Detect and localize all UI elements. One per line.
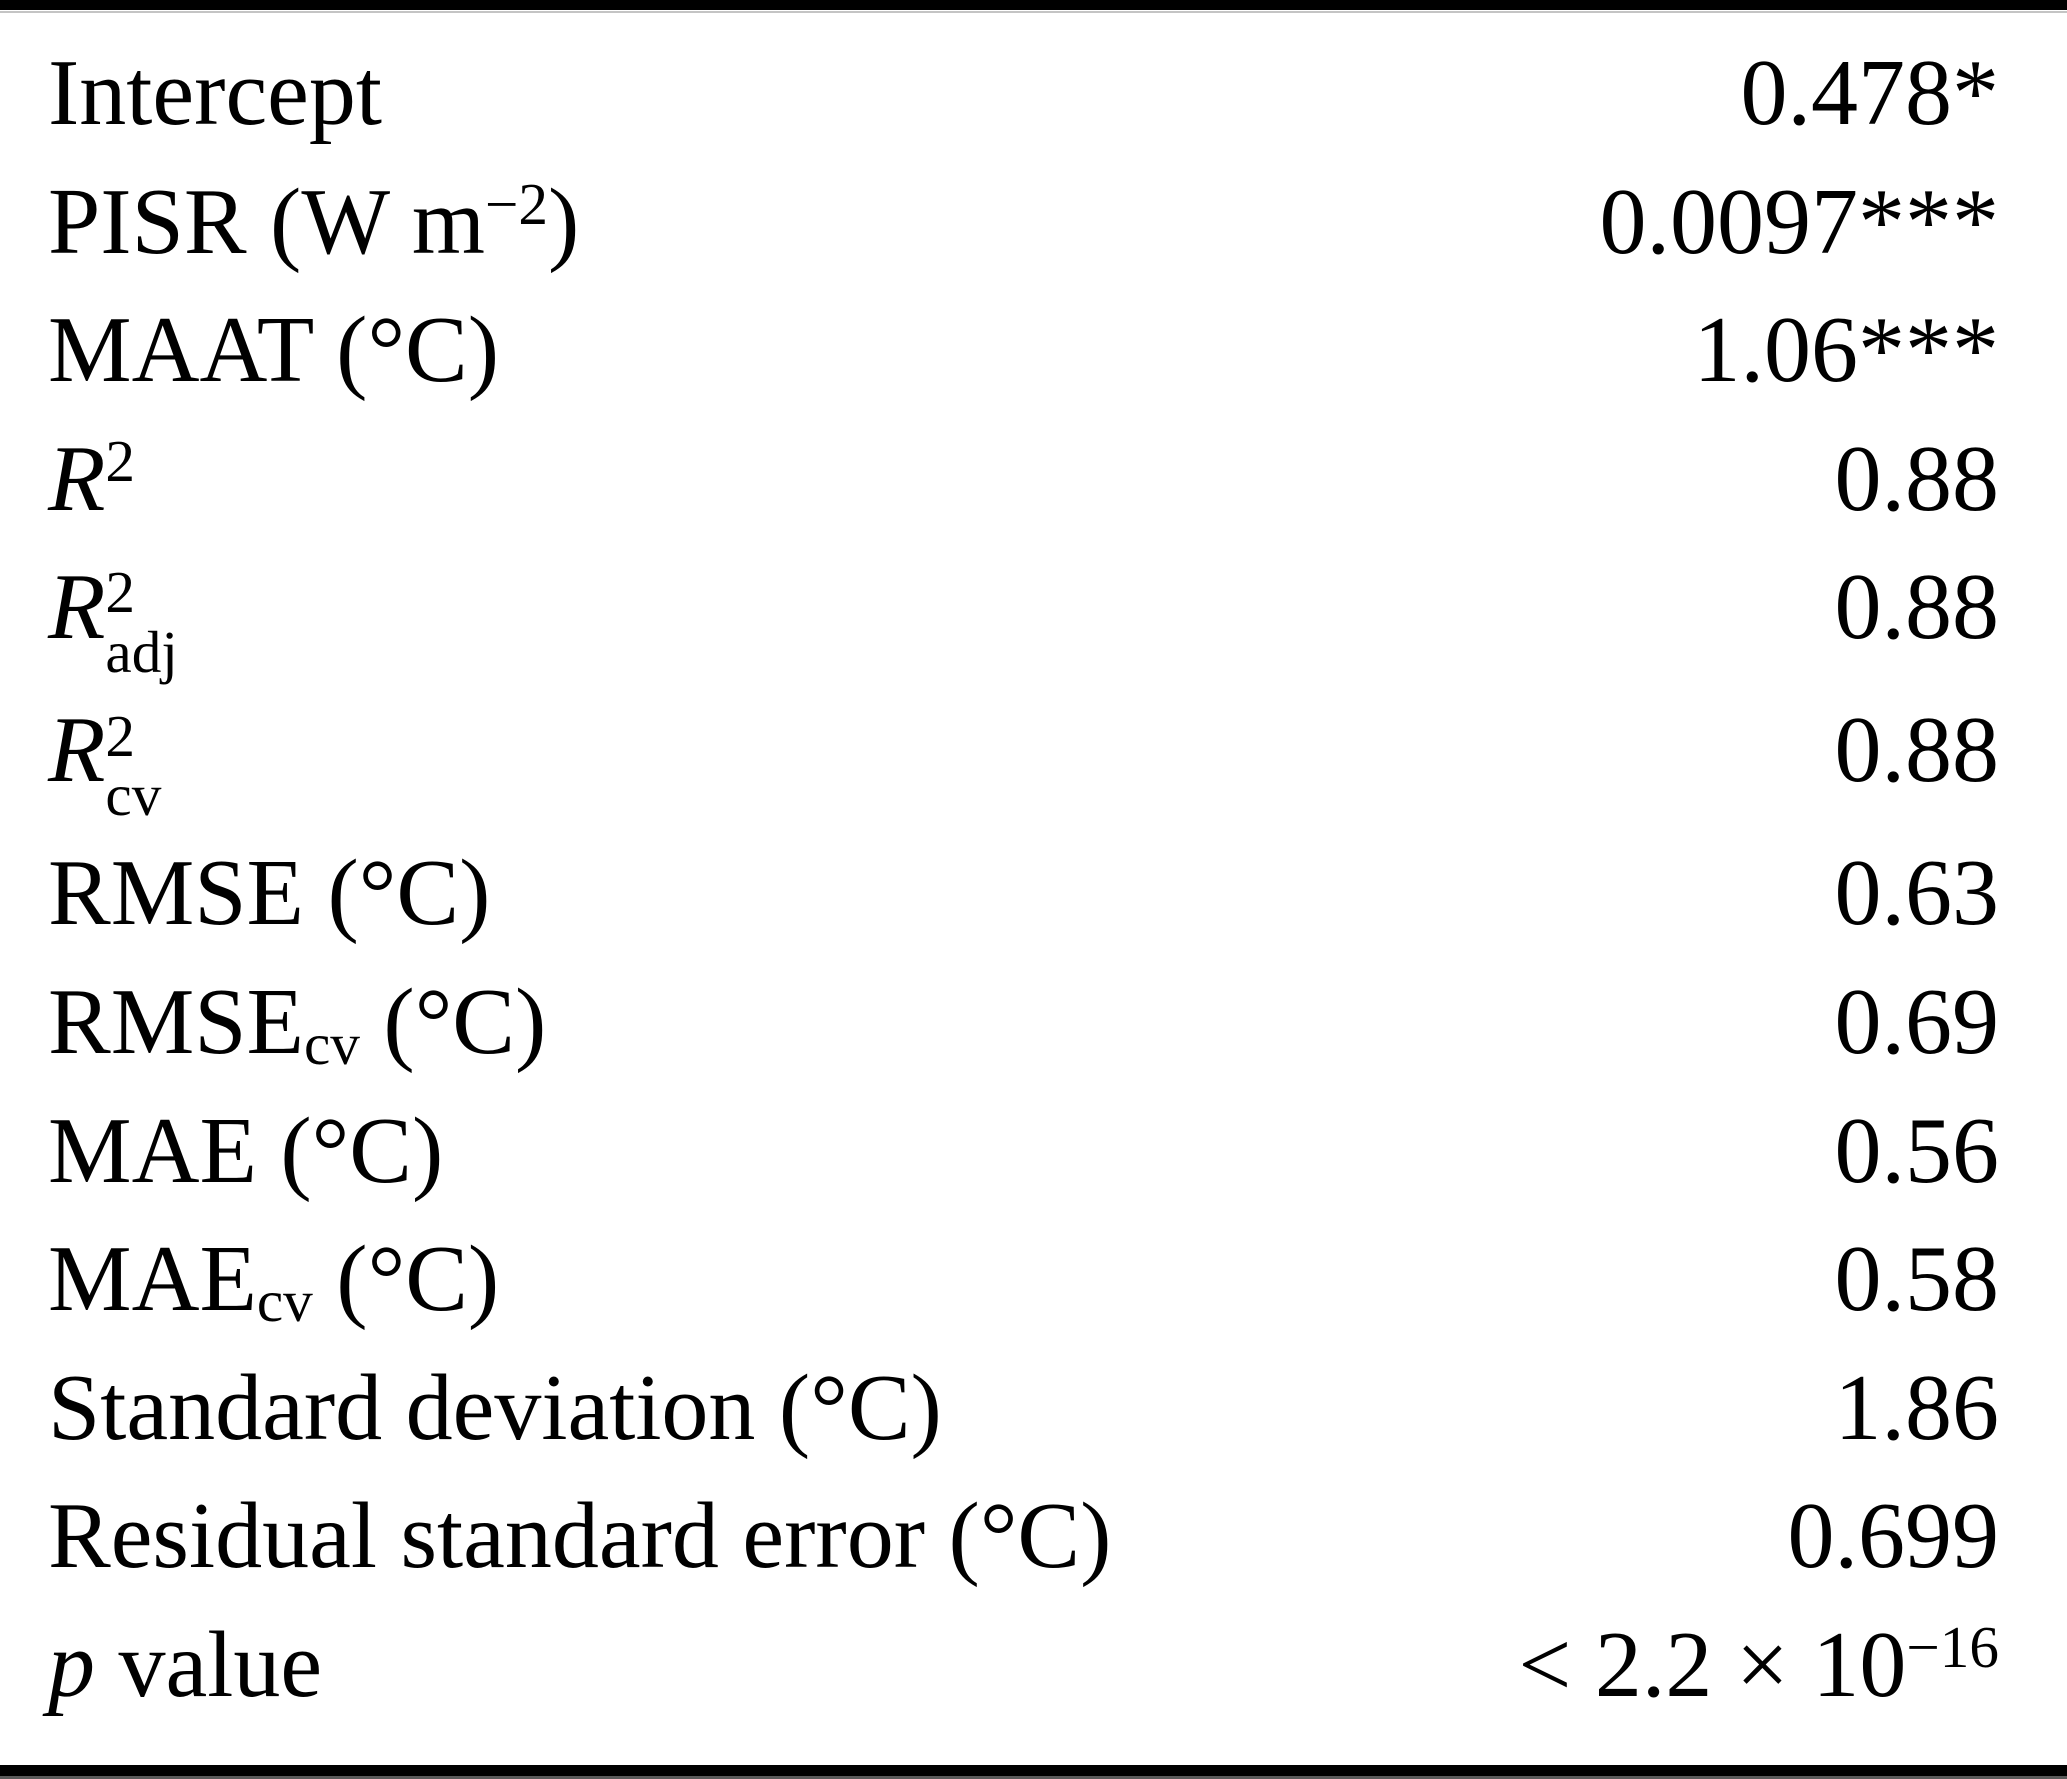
text-part: (°C) bbox=[312, 1227, 500, 1332]
table-row-r-squared: R2 0.88 bbox=[48, 425, 1999, 533]
text-part: ) bbox=[548, 169, 580, 274]
text-part: MAE (°C) bbox=[48, 1098, 444, 1203]
row-value: 0.69 bbox=[1835, 968, 2000, 1076]
subscript: cv bbox=[256, 1267, 313, 1334]
row-label: MAE (°C) bbox=[48, 1097, 443, 1205]
table-row-residual-standard-error: Residual standard error (°C) 0.699 bbox=[48, 1482, 1999, 1590]
row-value: 0.0097*** bbox=[1600, 168, 2000, 276]
superscript: −16 bbox=[1906, 1614, 1999, 1681]
text-part: value bbox=[95, 1612, 323, 1717]
row-value: 0.699 bbox=[1788, 1482, 2000, 1590]
text-part: R bbox=[48, 426, 106, 531]
table-row-mae: MAE (°C) 0.56 bbox=[48, 1097, 1999, 1205]
row-label: RMSEcv (°C) bbox=[48, 968, 546, 1076]
table-row-rmse: RMSE (°C) 0.63 bbox=[48, 839, 1999, 947]
text-part: 0.58 bbox=[1834, 1227, 2000, 1332]
text-part: Standard deviation (°C) bbox=[48, 1355, 942, 1460]
row-value: 0.88 bbox=[1835, 425, 2000, 533]
table-bottom-rule bbox=[0, 1765, 2067, 1776]
text-part: 0.699 bbox=[1787, 1484, 2000, 1589]
sup-sub-stack: 2 adj bbox=[105, 559, 178, 685]
text-part: 0.88 bbox=[1834, 426, 2000, 531]
text-part: R bbox=[48, 555, 106, 660]
text-part: Residual standard error (°C) bbox=[48, 1484, 1112, 1589]
row-label: R2 bbox=[48, 425, 135, 533]
text-part: 0.0097*** bbox=[1599, 169, 2000, 274]
row-label: R 2 adj bbox=[48, 553, 178, 681]
subscript: cv bbox=[303, 1010, 360, 1077]
text-part: MAAT (°C) bbox=[48, 298, 500, 403]
text-part: RMSE bbox=[48, 970, 304, 1075]
text-part: 0.88 bbox=[1834, 555, 2000, 660]
text-part: 0.63 bbox=[1834, 841, 2000, 946]
superscript: −2 bbox=[485, 171, 549, 238]
row-value: 0.478* bbox=[1741, 39, 2000, 147]
row-value: 0.58 bbox=[1835, 1225, 2000, 1333]
table-row-mae-cv: MAEcv (°C) 0.58 bbox=[48, 1225, 1999, 1333]
row-value: 1.86 bbox=[1835, 1354, 2000, 1462]
table-top-rule bbox=[0, 0, 2067, 10]
row-value: 0.56 bbox=[1835, 1097, 2000, 1205]
text-part: MAE bbox=[48, 1227, 257, 1332]
superscript: 2 bbox=[105, 428, 136, 495]
text-part: 0.88 bbox=[1834, 698, 2000, 803]
text-part: R bbox=[48, 698, 106, 803]
text-part: 0.69 bbox=[1834, 970, 2000, 1075]
row-value: 1.06*** bbox=[1694, 296, 2000, 404]
subscript: cv bbox=[105, 761, 162, 828]
table-row-r-squared-adj: R 2 adj 0.88 bbox=[48, 553, 2000, 681]
row-label: PISR (W m−2) bbox=[48, 168, 579, 276]
row-value: 0.63 bbox=[1835, 839, 2000, 947]
text-part: Intercept bbox=[48, 41, 383, 145]
row-label: Residual standard error (°C) bbox=[48, 1482, 1111, 1590]
text-part: (°C) bbox=[359, 970, 547, 1075]
table-row-maat: MAAT (°C) 1.06*** bbox=[48, 296, 1999, 404]
row-label: Standard deviation (°C) bbox=[48, 1354, 942, 1462]
row-label: p value bbox=[48, 1611, 322, 1719]
table-top-rule-shadow bbox=[0, 11, 2067, 13]
row-label: R 2 cv bbox=[48, 696, 161, 824]
table-body: Intercept 0.478* PISR (W m−2) 0.0097*** MAAT… bbox=[0, 13, 2067, 1765]
text-part: 1.86 bbox=[1834, 1355, 2000, 1460]
text-part: p bbox=[48, 1612, 95, 1717]
text-part: PISR (W m bbox=[48, 169, 485, 274]
row-value: 0.88 bbox=[1835, 696, 2000, 804]
text-part: 0.478* bbox=[1740, 41, 2000, 145]
text-part: RMSE (°C) bbox=[48, 841, 491, 946]
sup-sub-stack: 2 cv bbox=[105, 702, 162, 828]
table-row-intercept: Intercept 0.478* bbox=[48, 39, 1999, 147]
row-label: MAAT (°C) bbox=[48, 296, 499, 404]
table-row-standard-deviation: Standard deviation (°C) 1.86 bbox=[48, 1354, 1999, 1462]
table-row-r-squared-cv: R 2 cv 0.88 bbox=[48, 696, 2000, 824]
superscript: 2 bbox=[105, 702, 136, 769]
superscript: 2 bbox=[105, 559, 136, 626]
row-label: RMSE (°C) bbox=[48, 839, 490, 947]
text-part: 0.56 bbox=[1834, 1098, 2000, 1203]
subscript: adj bbox=[105, 618, 178, 685]
text-part: 1.06*** bbox=[1693, 298, 2000, 403]
table-row-pisr: PISR (W m−2) 0.0097*** bbox=[48, 168, 1999, 276]
table-row-rmse-cv: RMSEcv (°C) 0.69 bbox=[48, 968, 1999, 1076]
row-value: 0.88 bbox=[1835, 553, 2000, 661]
table-row-p-value: p value < 2.2 × 10−16 bbox=[48, 1611, 1999, 1719]
row-label: MAEcv (°C) bbox=[48, 1225, 499, 1333]
row-label: Intercept bbox=[48, 39, 382, 147]
table-bottom-rule-shadow bbox=[0, 1776, 2067, 1779]
row-value: < 2.2 × 10−16 bbox=[1518, 1611, 1999, 1719]
text-part: < 2.2 × 10 bbox=[1518, 1612, 1907, 1717]
